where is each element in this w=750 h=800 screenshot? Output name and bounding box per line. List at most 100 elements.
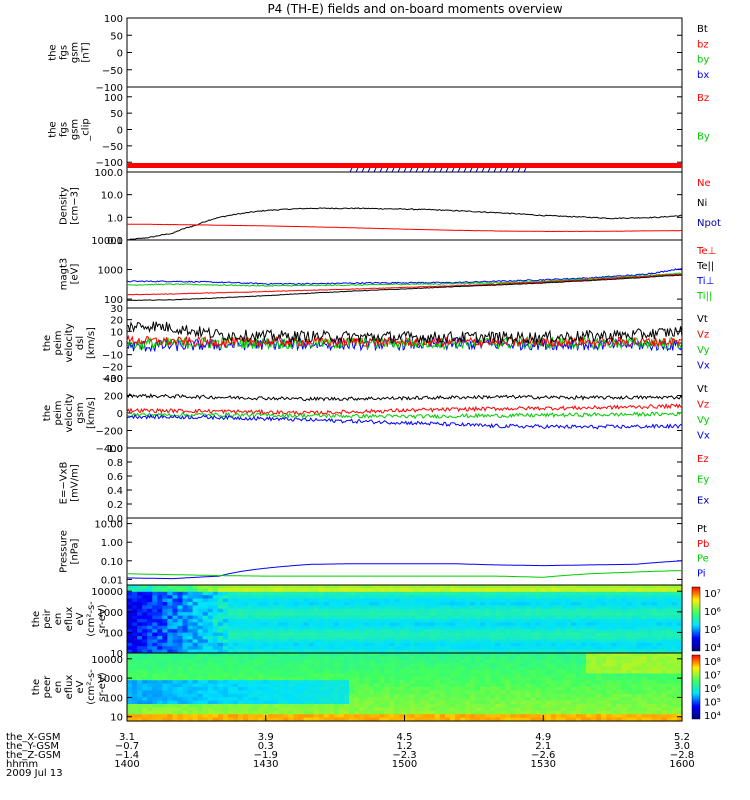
spectrogram-cell bbox=[485, 676, 491, 681]
spectrogram-cell bbox=[470, 700, 476, 705]
spectrogram-cell bbox=[439, 653, 446, 657]
spectrogram-cell bbox=[248, 697, 254, 702]
spectrogram-cell bbox=[227, 585, 234, 589]
spectrogram-cell bbox=[404, 649, 411, 654]
spectrogram-cell bbox=[127, 659, 133, 664]
spectrogram-cell bbox=[394, 605, 401, 610]
spectrogram-cell bbox=[278, 591, 285, 596]
spectrogram-cell bbox=[177, 693, 184, 698]
spectrogram-cell bbox=[596, 717, 602, 722]
spectrogram-cell bbox=[222, 615, 229, 620]
spectrogram-cell bbox=[374, 649, 380, 654]
spectrogram-cell bbox=[434, 690, 441, 695]
spectrogram-cell bbox=[555, 704, 562, 708]
spectrogram-cell bbox=[641, 642, 648, 647]
spectrogram-cell bbox=[212, 595, 219, 600]
spectrogram-cell bbox=[364, 591, 370, 596]
spectrogram-cell bbox=[227, 612, 234, 617]
spectrogram-cell bbox=[454, 619, 461, 623]
spectrogram-cell bbox=[369, 673, 375, 678]
y-tick-label: 50 bbox=[110, 31, 123, 42]
npot-marker bbox=[439, 167, 443, 173]
spectrogram-cell bbox=[268, 642, 274, 647]
spectrogram-cell bbox=[439, 625, 446, 630]
spectrogram-cell bbox=[248, 646, 254, 651]
spectrogram-cell bbox=[132, 659, 138, 664]
spectrogram-cell bbox=[369, 595, 375, 600]
spectrogram-cell bbox=[354, 693, 360, 698]
spectrogram-cell bbox=[651, 615, 658, 620]
spectrogram-cell bbox=[384, 632, 390, 637]
spectrogram-cell bbox=[333, 598, 340, 603]
spectrogram-cell bbox=[132, 666, 138, 671]
spectrogram-cell bbox=[565, 629, 572, 634]
spectrogram-cell bbox=[303, 714, 310, 719]
spectrogram-cell bbox=[470, 646, 476, 651]
spectrogram-cell bbox=[404, 615, 411, 620]
spectrogram-cell bbox=[369, 585, 375, 589]
spectrogram-cell bbox=[147, 588, 153, 593]
spectrogram-cell bbox=[424, 717, 431, 722]
spectrogram-cell bbox=[409, 629, 416, 634]
spectrogram-cell bbox=[273, 687, 279, 691]
spectrogram-cell bbox=[586, 605, 592, 610]
spectrogram-cell bbox=[404, 591, 411, 596]
spectrogram-cell bbox=[429, 615, 436, 620]
spectrogram-cell bbox=[470, 629, 476, 634]
spectrogram-cell bbox=[132, 602, 138, 606]
y-axis-label: eV bbox=[75, 612, 86, 625]
spectrogram-cell bbox=[389, 639, 396, 644]
spectrogram-cell bbox=[571, 666, 577, 671]
spectrogram-cell bbox=[611, 629, 618, 634]
spectrogram-cell bbox=[480, 687, 486, 691]
spectrogram-cell bbox=[465, 676, 471, 681]
spectrogram-cell bbox=[172, 659, 179, 664]
spectrogram-cell bbox=[454, 710, 461, 715]
spectrogram-cell bbox=[656, 585, 663, 589]
spectrogram-cell bbox=[591, 697, 597, 702]
spectrogram-cell bbox=[243, 619, 249, 623]
spectrogram-cell bbox=[626, 666, 633, 671]
spectrogram-cell bbox=[182, 714, 189, 719]
spectrogram-cell bbox=[323, 663, 330, 668]
spectrogram-cell bbox=[434, 707, 441, 712]
spectrogram-cell bbox=[318, 625, 325, 630]
spectrogram-cell bbox=[465, 608, 471, 613]
spectrogram-cell bbox=[399, 704, 406, 708]
spectrogram-cell bbox=[369, 629, 375, 634]
spectrogram-cell bbox=[404, 629, 411, 634]
spectrogram-cell bbox=[162, 585, 168, 589]
spectrogram-cell bbox=[626, 585, 633, 589]
spectrogram-cell bbox=[530, 591, 537, 596]
spectrogram-cell bbox=[288, 615, 295, 620]
spectrogram-cell bbox=[444, 663, 451, 668]
spectrogram-cell bbox=[621, 622, 628, 627]
spectrogram-cell bbox=[611, 714, 618, 719]
spectrogram-cell bbox=[212, 591, 219, 596]
spectrogram-cell bbox=[444, 602, 451, 606]
spectrogram-cell bbox=[399, 615, 406, 620]
spectrogram-cell bbox=[586, 663, 592, 668]
spectrogram-cell bbox=[666, 608, 673, 613]
y-tick-label: 10000 bbox=[91, 655, 123, 666]
spectrogram-cell bbox=[414, 612, 421, 617]
spectrogram-cell bbox=[243, 605, 249, 610]
spectrogram-cell bbox=[187, 636, 194, 640]
spectrogram-cell bbox=[217, 615, 224, 620]
spectrogram-cell bbox=[248, 615, 254, 620]
spectrogram-cell bbox=[152, 632, 158, 637]
spectrogram-cell bbox=[490, 693, 496, 698]
spectrogram-cell bbox=[197, 663, 204, 668]
spectrogram-cell bbox=[591, 693, 597, 698]
spectrogram-cell bbox=[167, 619, 174, 623]
spectrogram-cell bbox=[490, 704, 496, 708]
spectrogram-cell bbox=[581, 704, 587, 708]
spectrogram-cell bbox=[288, 690, 295, 695]
spectrogram-cell bbox=[182, 710, 189, 715]
spectrogram-cell bbox=[318, 591, 325, 596]
spectrogram-cell bbox=[328, 680, 335, 685]
spectrogram-cell bbox=[611, 646, 618, 651]
spectrogram-cell bbox=[268, 670, 274, 674]
spectrogram-cell bbox=[207, 693, 214, 698]
spectrogram-cell bbox=[248, 649, 254, 654]
